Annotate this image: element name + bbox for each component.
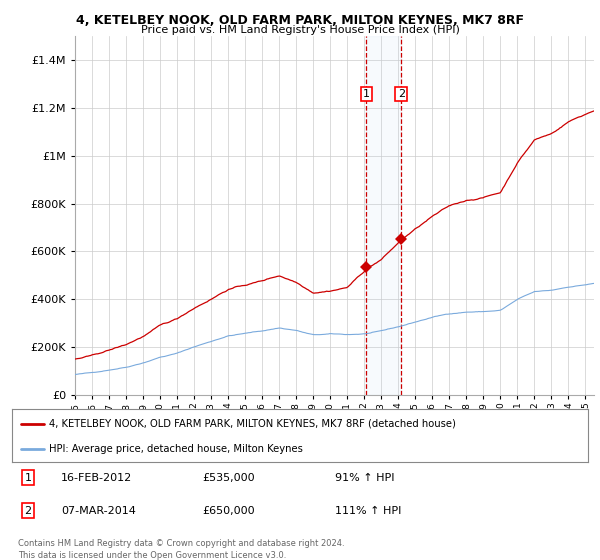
Text: 111% ↑ HPI: 111% ↑ HPI xyxy=(335,506,401,516)
Text: 2: 2 xyxy=(25,506,32,516)
Text: £650,000: £650,000 xyxy=(202,506,255,516)
Text: 16-FEB-2012: 16-FEB-2012 xyxy=(61,473,132,483)
Text: 1: 1 xyxy=(363,88,370,99)
Text: 07-MAR-2014: 07-MAR-2014 xyxy=(61,506,136,516)
Text: Contains HM Land Registry data © Crown copyright and database right 2024.
This d: Contains HM Land Registry data © Crown c… xyxy=(18,539,344,559)
Text: Price paid vs. HM Land Registry's House Price Index (HPI): Price paid vs. HM Land Registry's House … xyxy=(140,25,460,35)
Text: 4, KETELBEY NOOK, OLD FARM PARK, MILTON KEYNES, MK7 8RF: 4, KETELBEY NOOK, OLD FARM PARK, MILTON … xyxy=(76,14,524,27)
Text: 1: 1 xyxy=(25,473,32,483)
Text: 4, KETELBEY NOOK, OLD FARM PARK, MILTON KEYNES, MK7 8RF (detached house): 4, KETELBEY NOOK, OLD FARM PARK, MILTON … xyxy=(49,419,457,429)
Text: HPI: Average price, detached house, Milton Keynes: HPI: Average price, detached house, Milt… xyxy=(49,444,304,454)
Text: 2: 2 xyxy=(398,88,405,99)
Bar xyxy=(367,36,401,395)
Text: 91% ↑ HPI: 91% ↑ HPI xyxy=(335,473,394,483)
Text: £535,000: £535,000 xyxy=(202,473,255,483)
